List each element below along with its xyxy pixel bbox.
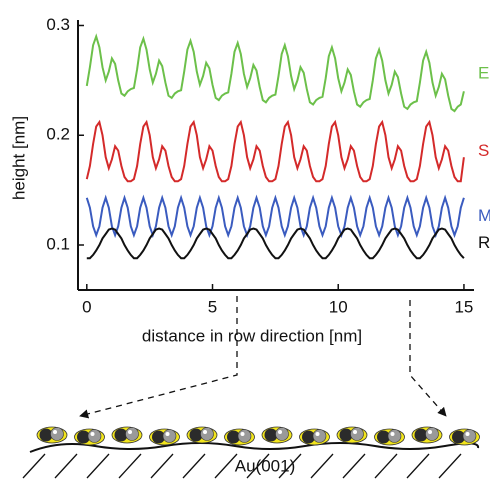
highlight [428, 430, 432, 434]
atom [50, 427, 64, 441]
hatch-line [374, 453, 398, 479]
zoom-arrow [79, 296, 238, 419]
hatch-line [278, 453, 302, 479]
atom [302, 430, 315, 444]
atom [377, 430, 390, 444]
highlight [90, 432, 95, 436]
x-tick-label: 0 [82, 297, 91, 316]
atom [452, 430, 465, 444]
schematic [22, 296, 480, 479]
hatch-line [118, 453, 142, 479]
highlight [315, 432, 320, 436]
substrate-label: Au(001) [235, 456, 295, 475]
highlight [390, 432, 395, 436]
hatch-line [150, 453, 174, 479]
atom [162, 429, 177, 443]
highlight [465, 432, 470, 436]
hatch-line [438, 453, 462, 479]
highlight [278, 430, 282, 434]
hatch-line [22, 453, 46, 479]
atom [227, 430, 240, 444]
x-tick-label: 5 [208, 297, 217, 316]
zoom-arrow [409, 300, 447, 417]
hatch-line [342, 453, 366, 479]
atom [87, 429, 102, 443]
y-tick-label: 0.3 [46, 15, 70, 34]
atom [275, 427, 289, 441]
hatch-line [246, 453, 270, 479]
hatching [22, 453, 462, 479]
highlight [203, 430, 207, 434]
x-tick-label: 10 [329, 297, 348, 316]
highlight [240, 432, 245, 436]
atom [200, 427, 214, 441]
atom [425, 427, 439, 441]
hatch-line [54, 453, 78, 479]
y-tick-label: 0.1 [46, 234, 70, 253]
hatch-line [406, 453, 430, 479]
atom [462, 429, 477, 443]
highlight [353, 430, 357, 434]
series-label: M [478, 206, 490, 225]
atom [114, 428, 128, 442]
highlight [53, 430, 57, 434]
y-tick-label: 0.2 [46, 125, 70, 144]
series-line [86, 227, 465, 260]
series-line [85, 194, 465, 239]
atom [264, 428, 278, 442]
series-label: R [478, 233, 490, 252]
series-label: E [478, 63, 489, 82]
hatch-line [310, 453, 334, 479]
highlight [128, 430, 132, 434]
surface [29, 442, 480, 453]
atom [237, 429, 252, 443]
atom [387, 429, 402, 443]
hatch-line [182, 453, 206, 479]
atom [312, 429, 327, 443]
x-axis-title: distance in row direction [nm] [142, 326, 362, 345]
series-label: S [478, 141, 489, 160]
atom [39, 428, 53, 442]
atom [339, 428, 353, 442]
highlight [165, 432, 170, 436]
atom [350, 427, 364, 441]
atom [152, 430, 165, 444]
atom [125, 427, 139, 441]
hatch-line [86, 453, 110, 479]
series-line [85, 33, 465, 113]
atom [77, 430, 90, 444]
atom [189, 428, 203, 442]
x-tick-label: 15 [454, 297, 473, 316]
series-line [85, 119, 465, 183]
hatch-line [214, 453, 238, 479]
atom [414, 428, 428, 442]
y-axis-title: height [nm] [9, 116, 28, 200]
molecules [36, 426, 480, 446]
